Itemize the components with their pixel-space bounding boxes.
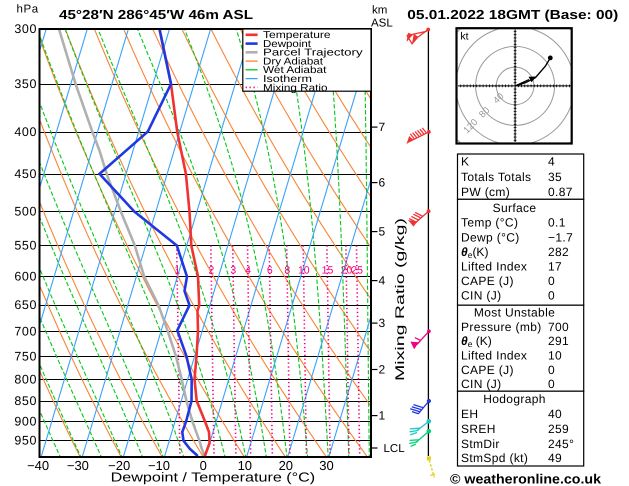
svg-text:StmDir: StmDir (461, 437, 500, 451)
svg-text:4: 4 (245, 265, 251, 277)
svg-text:2: 2 (379, 363, 386, 377)
svg-text:kt: kt (460, 31, 468, 43)
svg-text:−10: −10 (148, 458, 170, 473)
svg-text:−1.7: −1.7 (548, 230, 573, 244)
svg-text:49: 49 (548, 451, 562, 465)
svg-text:1: 1 (379, 409, 386, 423)
svg-text:3: 3 (230, 265, 236, 277)
svg-text:650: 650 (14, 298, 37, 312)
svg-text:Surface: Surface (493, 201, 537, 215)
svg-text:Dewpoint: Dewpoint (263, 39, 311, 50)
svg-text:Dry Adiabat: Dry Adiabat (263, 57, 323, 68)
svg-text:400: 400 (14, 125, 37, 139)
svg-text:Lifted Index: Lifted Index (461, 349, 527, 363)
svg-text:15: 15 (322, 265, 334, 277)
svg-text:CIN (J): CIN (J) (461, 289, 501, 303)
svg-text:700: 700 (548, 320, 569, 334)
svg-text:CIN (J): CIN (J) (461, 377, 501, 391)
svg-text:θe (K): θe (K) (461, 334, 492, 349)
svg-text:EH: EH (461, 407, 478, 421)
svg-text:550: 550 (14, 239, 37, 253)
svg-text:−40: −40 (27, 458, 49, 473)
svg-text:4: 4 (379, 274, 386, 288)
svg-text:Temperature: Temperature (263, 30, 331, 41)
svg-text:ASL: ASL (371, 18, 393, 30)
svg-text:StmSpd (kt): StmSpd (kt) (461, 451, 528, 465)
svg-text:5: 5 (379, 225, 386, 239)
svg-text:6: 6 (267, 265, 273, 277)
svg-text:350: 350 (14, 77, 37, 91)
svg-text:245°: 245° (548, 437, 574, 451)
svg-text:© weatheronline.co.uk: © weatheronline.co.uk (450, 472, 602, 486)
svg-text:8: 8 (284, 265, 290, 277)
svg-text:500: 500 (14, 205, 37, 219)
svg-text:3: 3 (379, 316, 386, 330)
svg-text:17: 17 (548, 260, 562, 274)
svg-text:950: 950 (14, 434, 37, 448)
svg-text:282: 282 (548, 245, 569, 259)
svg-text:SREH: SREH (461, 422, 496, 436)
svg-text:6: 6 (379, 176, 386, 190)
svg-text:Wet Adiabat: Wet Adiabat (263, 65, 327, 76)
svg-text:K: K (461, 155, 469, 169)
svg-text:0.1: 0.1 (548, 216, 566, 230)
svg-text:05.01.2022 18GMT (Base: 00): 05.01.2022 18GMT (Base: 00) (407, 7, 618, 22)
svg-text:−20: −20 (108, 458, 130, 473)
svg-text:0: 0 (548, 377, 555, 391)
svg-text:Parcel Trajectory: Parcel Trajectory (263, 48, 363, 59)
svg-text:Dewpoint / Temperature (°C): Dewpoint / Temperature (°C) (111, 469, 316, 484)
svg-text:4: 4 (548, 155, 555, 169)
svg-text:25: 25 (351, 265, 363, 277)
svg-text:0: 0 (548, 363, 555, 377)
svg-text:600: 600 (14, 270, 37, 284)
svg-text:10: 10 (548, 349, 562, 363)
svg-text:40: 40 (548, 407, 562, 421)
svg-text:35: 35 (548, 170, 562, 184)
svg-text:Mixing Ratio (g/kg): Mixing Ratio (g/kg) (393, 218, 407, 381)
svg-text:750: 750 (14, 349, 37, 363)
svg-text:0.87: 0.87 (548, 185, 573, 199)
svg-text:LCL: LCL (384, 443, 406, 455)
svg-text:259: 259 (548, 422, 569, 436)
svg-text:1: 1 (174, 265, 180, 277)
svg-text:Most Unstable: Most Unstable (474, 306, 555, 320)
svg-text:20: 20 (341, 265, 353, 277)
svg-text:10: 10 (298, 265, 310, 277)
svg-text:CAPE (J): CAPE (J) (461, 274, 514, 288)
svg-text:10: 10 (238, 458, 252, 473)
svg-text:800: 800 (14, 372, 37, 386)
svg-text:Mixing Ratio: Mixing Ratio (263, 83, 328, 94)
svg-text:900: 900 (14, 414, 37, 428)
svg-text:850: 850 (14, 394, 37, 408)
svg-text:hPa: hPa (17, 4, 39, 16)
svg-text:PW (cm): PW (cm) (461, 185, 510, 199)
svg-text:2: 2 (208, 265, 214, 277)
svg-text:CAPE (J): CAPE (J) (461, 363, 514, 377)
svg-text:km: km (372, 5, 387, 17)
svg-text:Lifted Index: Lifted Index (461, 260, 527, 274)
svg-text:300: 300 (14, 22, 37, 36)
svg-text:450: 450 (14, 167, 37, 181)
svg-text:700: 700 (14, 325, 37, 339)
svg-text:45°28′N 286°45′W 46m ASL: 45°28′N 286°45′W 46m ASL (59, 7, 253, 22)
svg-text:Totals Totals: Totals Totals (461, 170, 531, 184)
svg-text:0: 0 (548, 274, 555, 288)
svg-text:Dewp (°C): Dewp (°C) (461, 230, 520, 244)
svg-text:Pressure (mb): Pressure (mb) (461, 320, 542, 334)
svg-text:30: 30 (319, 458, 333, 473)
svg-text:Hodograph: Hodograph (483, 392, 546, 406)
svg-text:−30: −30 (67, 458, 89, 473)
svg-text:Isotherm: Isotherm (263, 74, 312, 85)
svg-text:0: 0 (200, 458, 207, 473)
svg-text:θe(K): θe(K) (461, 245, 488, 260)
svg-text:291: 291 (548, 334, 569, 348)
svg-text:20: 20 (279, 458, 293, 473)
svg-text:7: 7 (379, 120, 386, 134)
svg-text:Temp (°C): Temp (°C) (461, 216, 518, 230)
svg-text:0: 0 (548, 289, 555, 303)
